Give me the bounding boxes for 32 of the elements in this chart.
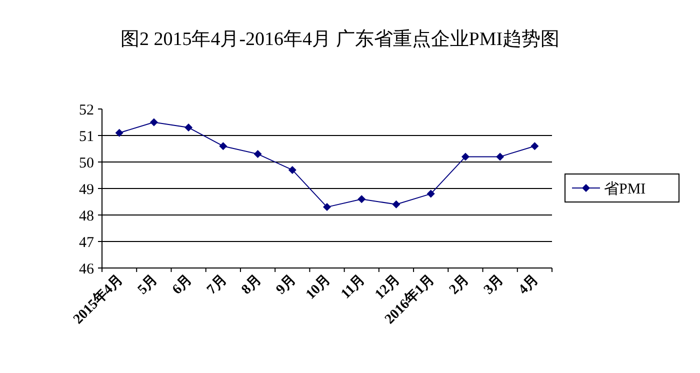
x-tick-label: 11月 xyxy=(338,272,368,302)
legend-label: 省PMI xyxy=(604,180,646,198)
y-tick-label: 49 xyxy=(79,182,94,198)
x-tick-label: 4月 xyxy=(516,272,542,298)
point xyxy=(219,142,228,150)
point xyxy=(150,118,158,126)
x-tick-label: 10月 xyxy=(303,272,334,303)
y-tick-label: 46 xyxy=(79,261,94,278)
x-tick-label: 5月 xyxy=(135,272,161,298)
x-tick-label: 2月 xyxy=(446,272,472,298)
point xyxy=(288,166,296,174)
x-tick-label: 6月 xyxy=(170,272,196,298)
point xyxy=(184,124,193,132)
point xyxy=(530,142,539,150)
point xyxy=(115,128,124,137)
point xyxy=(461,152,470,161)
point xyxy=(358,195,366,204)
point xyxy=(392,200,400,208)
x-tick-label: 3月 xyxy=(481,272,507,298)
chart-title: 图2 2015年4月-2016年4月 广东省重点企业PMI趋势图 xyxy=(120,28,560,50)
y-tick-label: 47 xyxy=(79,234,94,251)
y-tick-label: 52 xyxy=(79,102,94,118)
point xyxy=(426,190,435,198)
y-tick-label: 51 xyxy=(79,128,94,145)
y-tick-label: 48 xyxy=(79,208,94,224)
y-tick-label: 50 xyxy=(79,155,94,172)
x-tick-label: 9月 xyxy=(274,272,300,298)
point xyxy=(254,150,262,158)
point xyxy=(323,203,331,212)
x-tick-label: 8月 xyxy=(239,272,265,298)
point xyxy=(496,152,504,161)
x-tick-label: 7月 xyxy=(204,272,230,298)
